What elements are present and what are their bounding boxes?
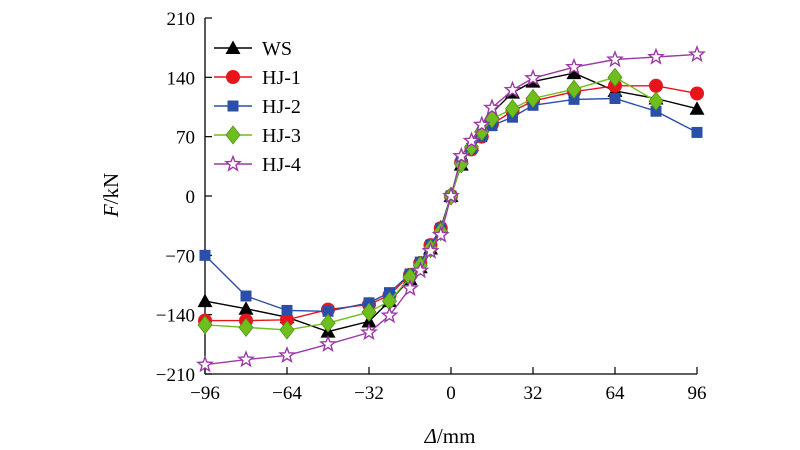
- data-point-hj-3: [607, 67, 623, 87]
- data-point-hj-2: [281, 304, 293, 316]
- data-point-hj-4: [688, 44, 706, 63]
- legend-marker: [225, 40, 241, 54]
- y-axis-label: F/kN: [99, 173, 123, 218]
- legend-item-ws: WS: [214, 38, 292, 60]
- legend-marker: [227, 100, 239, 112]
- data-point-hj-3: [525, 88, 541, 109]
- x-tick-label: 32: [524, 383, 543, 404]
- data-point-hj-4: [319, 334, 337, 353]
- x-tick-label: −64: [272, 383, 302, 404]
- axes: −210 −140 −70 0 70 140 210 −96 −64 −32 0 32 64 96: [156, 9, 707, 404]
- legend-label: HJ-2: [262, 96, 301, 118]
- data-point-hj-3: [566, 79, 582, 99]
- data-point-hj-4: [472, 115, 491, 133]
- y-tick-label: 210: [167, 9, 196, 30]
- y-tick-label: 0: [186, 187, 196, 208]
- data-point-hj-2: [240, 290, 252, 302]
- legend-marker: [224, 154, 242, 172]
- data-point-hj-3: [279, 320, 295, 340]
- x-tick-label: 0: [446, 383, 456, 404]
- data-point-hj-4: [452, 146, 471, 164]
- data-point-hj-1: [280, 312, 294, 327]
- legend-item-hj-1: HJ-1: [214, 67, 301, 89]
- x-tick-label: 64: [606, 383, 626, 404]
- y-tick-label: −70: [165, 246, 195, 267]
- data-point-hj-4: [483, 98, 501, 116]
- series-layer: [196, 44, 706, 373]
- data-point-hj-3: [361, 302, 377, 322]
- data-point-hj-4: [431, 225, 450, 243]
- legend-marker: [225, 125, 241, 145]
- legend-label: HJ-3: [262, 125, 301, 147]
- data-point-ws: [689, 101, 705, 115]
- data-point-hj-4: [524, 68, 542, 86]
- y-tick-label: −210: [156, 365, 195, 386]
- data-point-hj-4: [360, 323, 378, 341]
- data-point-hj-4: [278, 345, 296, 363]
- data-point-hj-3: [320, 313, 336, 333]
- data-point-hj-2: [691, 126, 703, 138]
- legend-label: HJ-1: [262, 67, 301, 89]
- legend-marker: [226, 70, 240, 84]
- legend-label: HJ-4: [262, 154, 301, 176]
- data-point-hj-4: [237, 350, 255, 368]
- data-point-hj-4: [380, 306, 399, 324]
- data-point-hj-2: [609, 93, 621, 105]
- data-point-ws: [197, 293, 213, 308]
- y-tick-label: 140: [167, 68, 196, 89]
- data-point-hj-1: [649, 78, 663, 93]
- series-hj-4: [196, 44, 706, 373]
- legend: WS HJ-1 HJ-2 HJ-3 HJ-4: [214, 38, 301, 176]
- data-point-hj-4: [503, 80, 522, 98]
- data-point-hj-2: [199, 249, 211, 261]
- data-point-hj-3: [197, 315, 213, 335]
- legend-item-hj-4: HJ-4: [214, 154, 301, 176]
- y-tick-label: 70: [176, 128, 195, 149]
- data-point-hj-3: [238, 317, 254, 338]
- data-point-hj-4: [462, 131, 481, 149]
- data-point-hj-3: [504, 99, 521, 119]
- data-point-hj-4: [442, 186, 460, 204]
- legend-label: WS: [262, 38, 292, 60]
- data-point-ws: [566, 65, 582, 80]
- data-point-hj-4: [196, 355, 214, 373]
- data-point-hj-4: [565, 57, 583, 75]
- data-point-hj-2: [322, 305, 334, 317]
- legend-item-hj-3: HJ-3: [214, 125, 301, 147]
- data-point-hj-1: [690, 86, 704, 101]
- data-point-ws: [238, 301, 254, 315]
- x-axis-label: Δ/mm: [424, 424, 476, 448]
- x-tick-label: 96: [688, 383, 707, 404]
- data-point-hj-2: [568, 93, 580, 105]
- data-point-hj-4: [411, 261, 430, 279]
- x-tick-label: −32: [354, 383, 384, 404]
- y-tick-label: −140: [156, 306, 195, 327]
- data-point-hj-4: [401, 278, 419, 297]
- data-point-hj-2: [650, 105, 662, 117]
- data-point-hj-3: [648, 91, 664, 111]
- data-point-hj-4: [606, 50, 624, 68]
- data-point-hj-4: [421, 241, 440, 259]
- x-tick-label: −96: [190, 383, 220, 404]
- legend-item-hj-2: HJ-2: [214, 96, 301, 118]
- data-point-hj-4: [647, 47, 665, 65]
